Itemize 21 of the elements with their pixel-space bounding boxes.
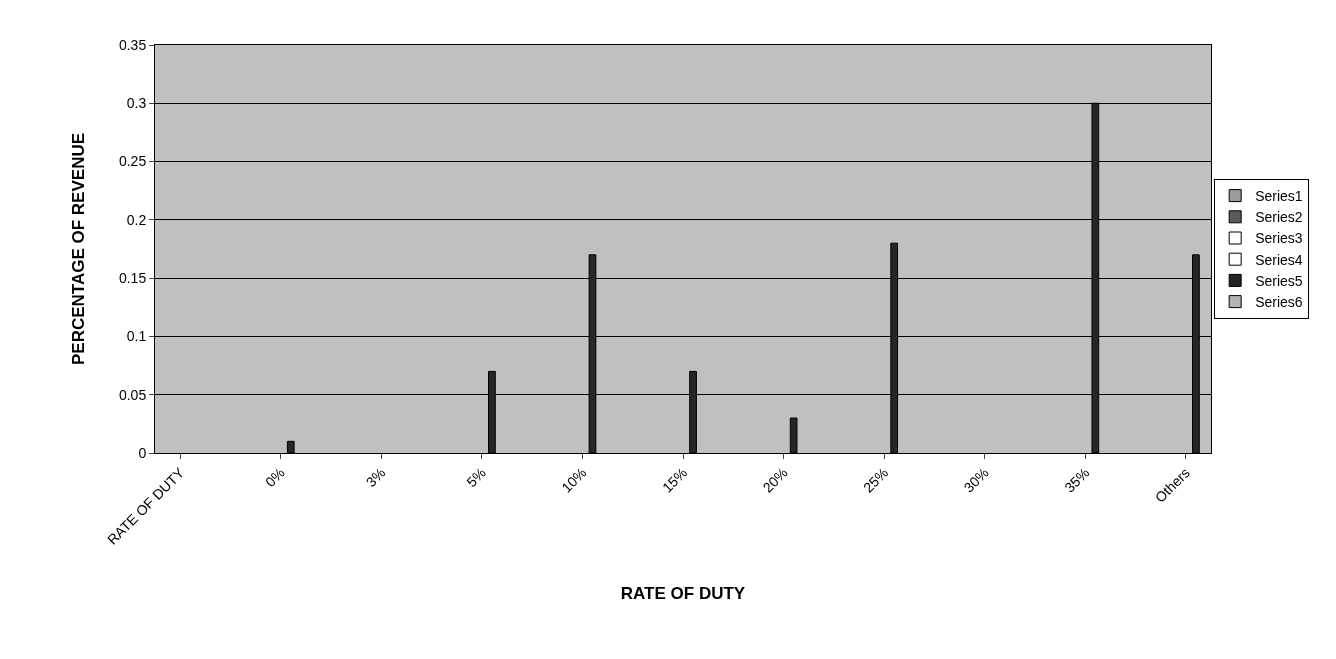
y-tick-label: 0.25 <box>118 153 147 170</box>
y-axis-title: PERCENTAGE OF REVENUE <box>68 132 88 366</box>
x-tick-label: 0% <box>262 464 288 491</box>
x-tick-label: 5% <box>463 464 489 491</box>
legend-label: Series5 <box>1255 272 1303 289</box>
legend-label: Series3 <box>1255 230 1303 247</box>
x-tick-label: 30% <box>960 464 992 496</box>
x-tick-label: 35% <box>1061 464 1093 496</box>
x-tick-label: 3% <box>362 464 389 491</box>
x-axis-title: RATE OF DUTY <box>620 584 746 604</box>
y-tick-label: 0.2 <box>126 211 147 228</box>
y-tick-label: 0.15 <box>118 270 147 287</box>
legend-label: Series6 <box>1255 294 1303 311</box>
legend-label: Series1 <box>1255 188 1303 205</box>
y-tick-label: 0.05 <box>118 386 147 403</box>
y-tick-label: 0.1 <box>126 328 147 345</box>
y-tick-label: 0 <box>138 444 147 461</box>
y-tick-label: 0.3 <box>126 95 147 112</box>
y-tick-label: 0.35 <box>118 36 147 53</box>
legend-label: Series2 <box>1255 209 1303 226</box>
legend-label: Series4 <box>1255 251 1303 268</box>
